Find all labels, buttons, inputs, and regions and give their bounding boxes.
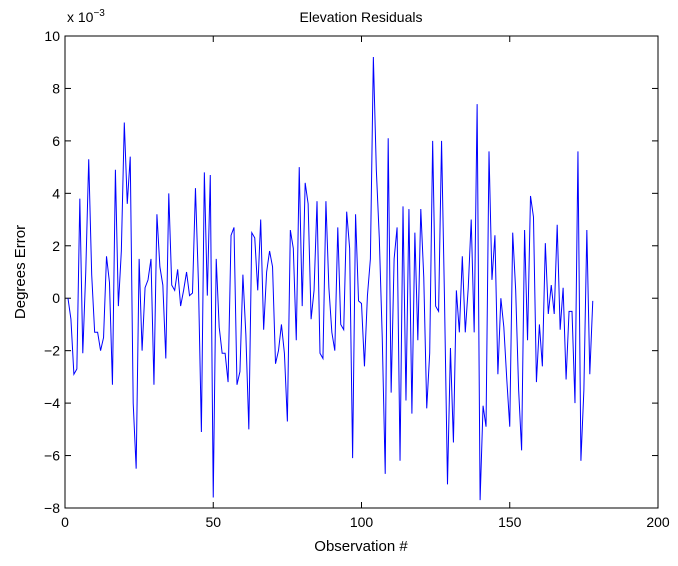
- y-axis-multiplier: x 10−3: [67, 8, 105, 25]
- tick-layer: 0 50 100 150 200 −8 −6 −4 −2 0 2 4 6 8 10: [44, 28, 670, 530]
- series-line: [67, 56, 594, 501]
- y-tick-label: 2: [52, 238, 60, 254]
- y-axis-multiplier-exponent: −3: [93, 8, 105, 19]
- y-tick-label: −4: [44, 395, 60, 411]
- y-tick-label: 6: [52, 133, 60, 149]
- x-axis-label: Observation #: [314, 538, 408, 555]
- y-tick-label: 4: [52, 185, 60, 201]
- y-tick-label: 0: [52, 290, 60, 306]
- y-tick-label: −6: [44, 448, 60, 464]
- series-layer: [67, 56, 594, 501]
- y-tick-label: −2: [44, 343, 60, 359]
- x-tick-label: 0: [61, 514, 69, 530]
- x-tick-label: 100: [350, 514, 374, 530]
- y-axis-multiplier-base: x 10: [67, 9, 94, 25]
- y-tick-label: 10: [44, 28, 60, 44]
- y-tick-label: −8: [44, 500, 60, 516]
- x-tick-label: 50: [205, 514, 221, 530]
- x-tick-label: 150: [498, 514, 522, 530]
- y-tick-label: 8: [52, 80, 60, 96]
- x-tick-label: 200: [646, 514, 670, 530]
- plot-area-frame: [64, 35, 659, 509]
- y-axis-label: Degrees Error: [12, 225, 29, 319]
- chart-title: Elevation Residuals: [300, 9, 423, 25]
